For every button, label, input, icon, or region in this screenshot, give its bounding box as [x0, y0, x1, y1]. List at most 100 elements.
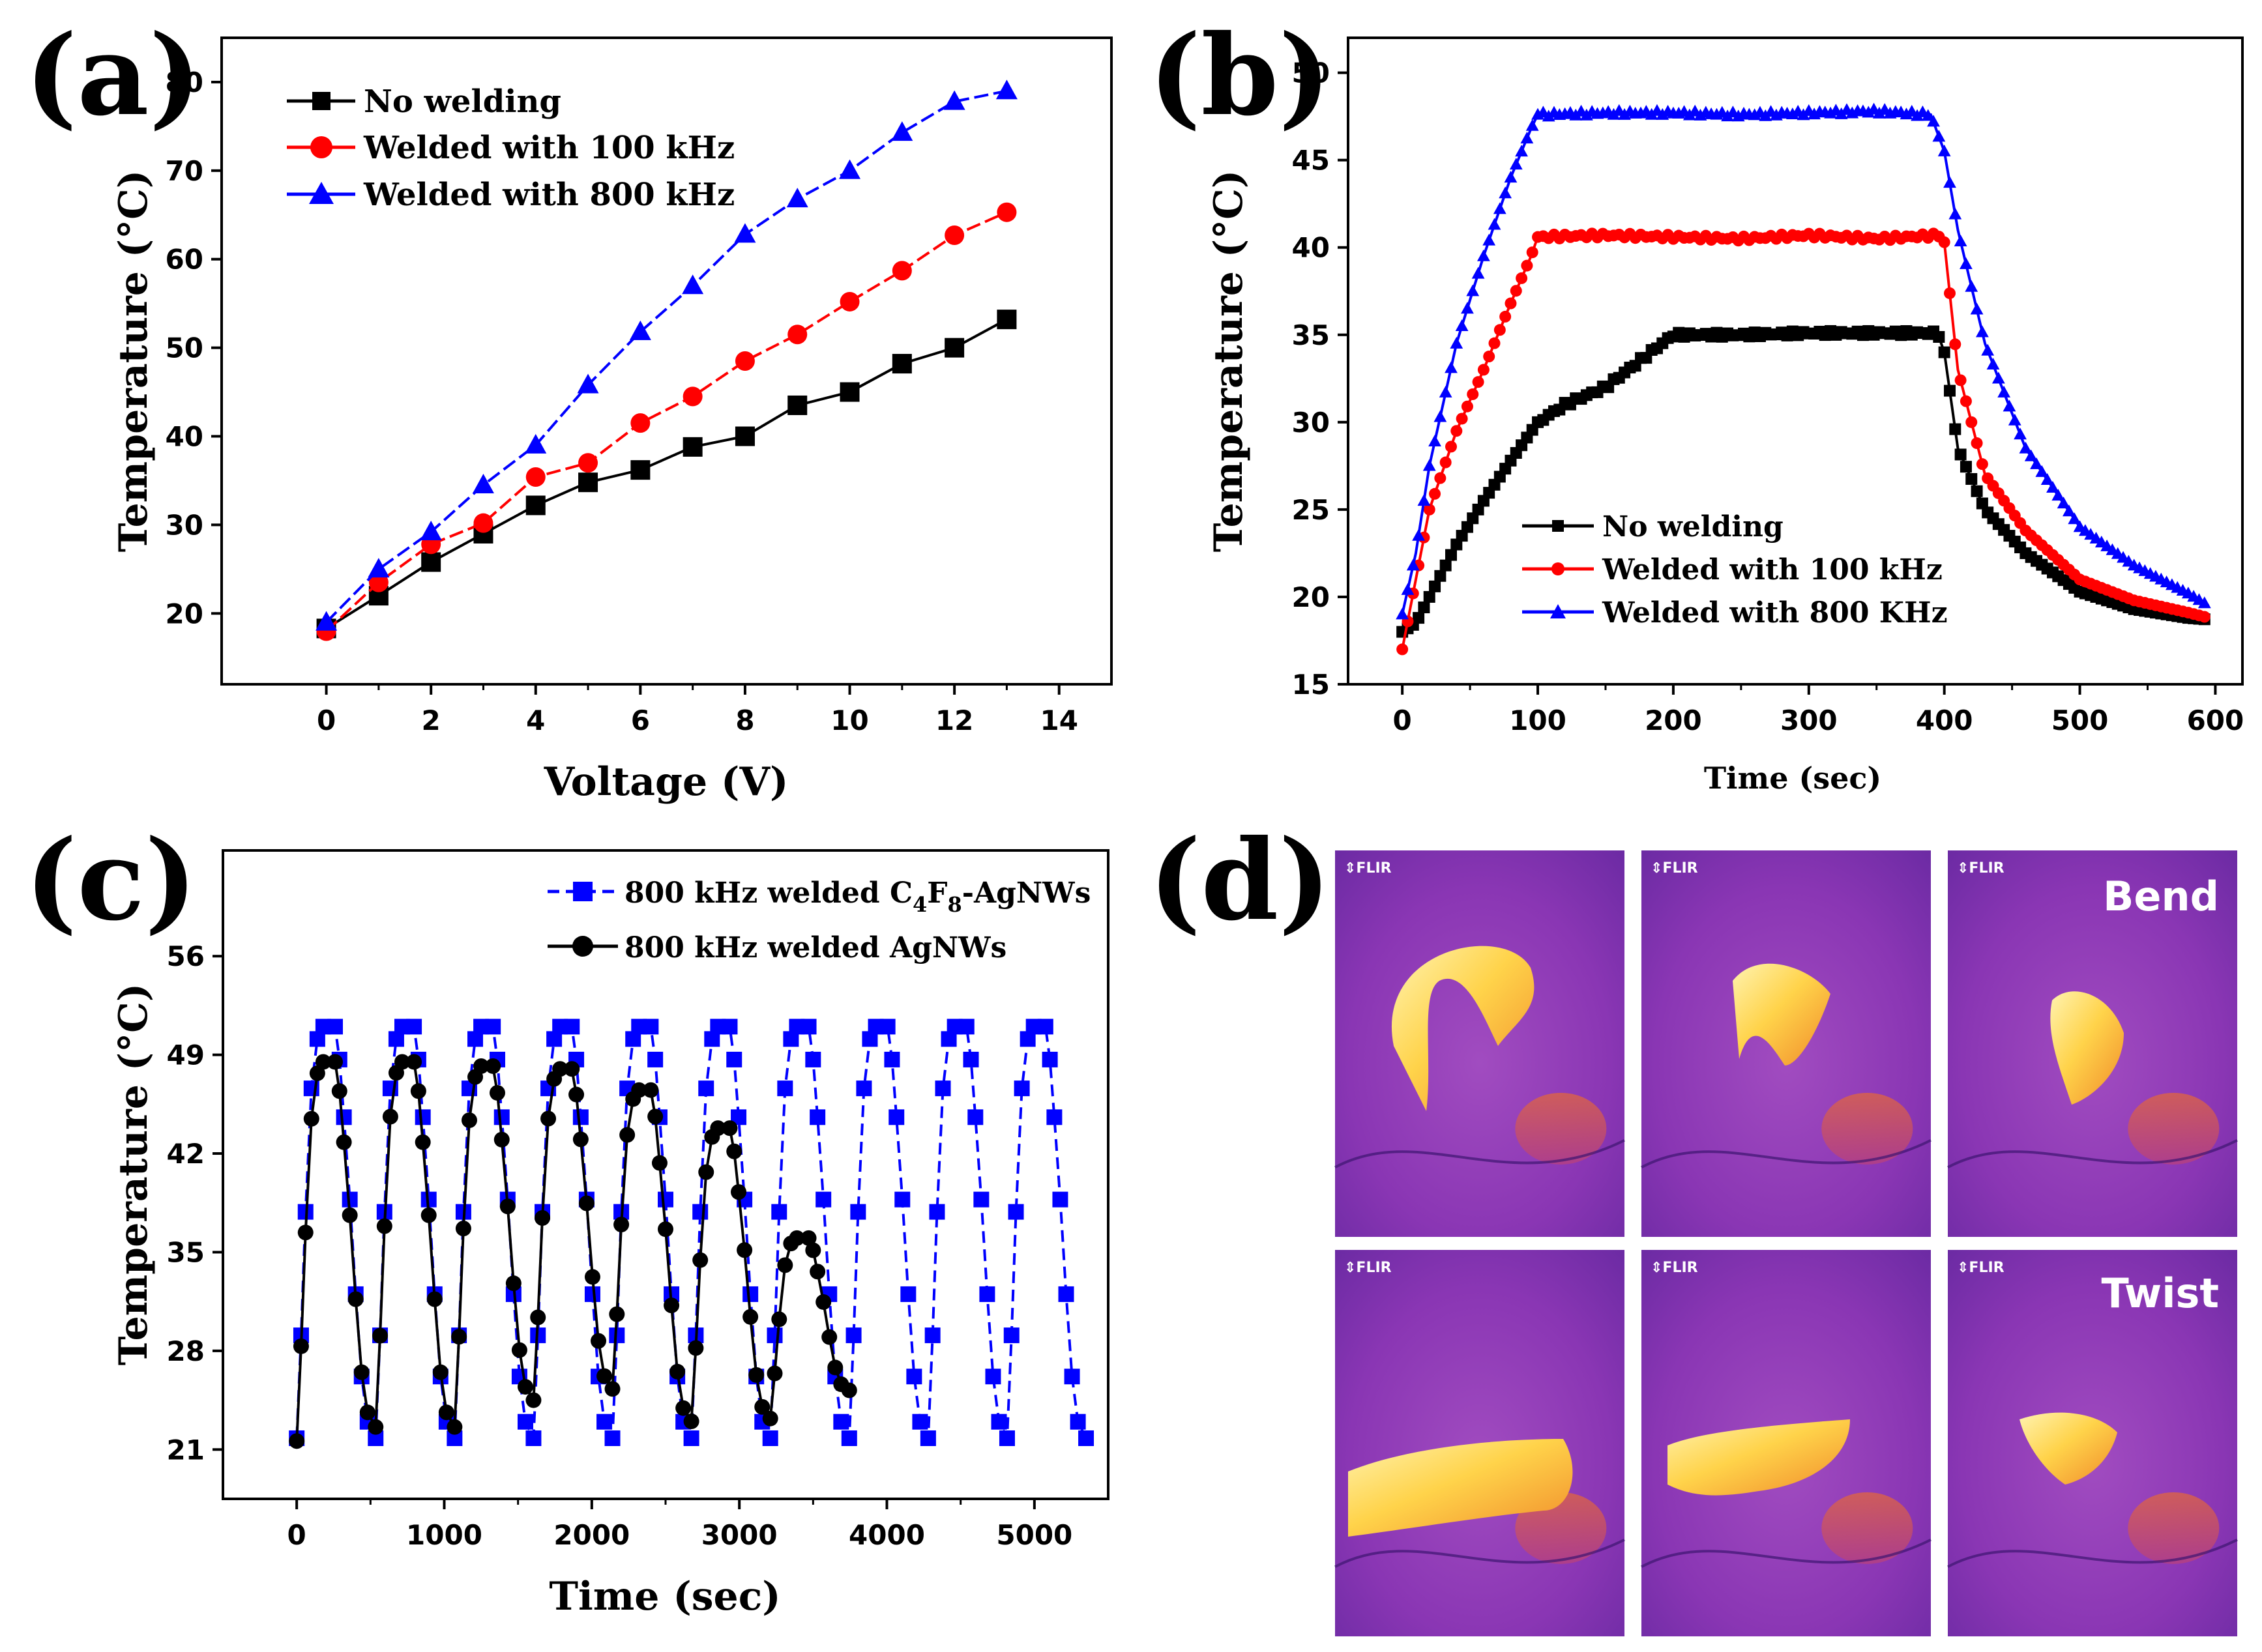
data-point	[726, 1051, 742, 1067]
data-point	[1607, 108, 1621, 120]
data-point	[839, 159, 861, 179]
thermal-wire	[1641, 1138, 1932, 1169]
y-tick-label: 20	[166, 598, 203, 630]
data-point	[1949, 423, 1961, 435]
data-point	[1976, 458, 1988, 471]
data-point	[827, 1359, 844, 1376]
data-point	[735, 351, 755, 371]
data-point	[1932, 130, 1946, 142]
data-point	[1429, 487, 1441, 500]
data-point	[303, 1110, 319, 1127]
legend-c-label-1-sub1: 4	[913, 892, 927, 917]
data-point	[1423, 503, 1435, 515]
thermal-hot-region	[1667, 1419, 1850, 1496]
data-point	[810, 1109, 826, 1125]
data-point	[1954, 374, 1967, 386]
x-tick-label: 6	[631, 704, 650, 736]
bend-label: Bend	[2103, 873, 2219, 920]
y-tick-label: 49	[167, 1039, 205, 1071]
y-tick-label: 70	[166, 155, 203, 187]
data-point	[995, 80, 1018, 100]
data-point	[525, 467, 546, 487]
data-point	[889, 1109, 905, 1125]
data-point	[1986, 358, 2000, 370]
y-tick-label: 30	[1292, 407, 1330, 439]
data-point	[372, 1327, 389, 1344]
data-point	[1052, 1191, 1068, 1208]
data-point	[879, 1019, 896, 1035]
data-point	[669, 1363, 686, 1380]
thermal-warm-spot	[2128, 1492, 2220, 1564]
data-point	[1429, 580, 1441, 592]
data-point	[1433, 410, 1447, 422]
data-point	[997, 202, 1017, 222]
data-point	[2024, 449, 2038, 461]
data-point	[1938, 236, 1950, 248]
data-point	[1439, 456, 1452, 469]
data-point	[564, 1061, 580, 1077]
data-point	[833, 1413, 849, 1430]
data-point	[979, 1286, 995, 1302]
data-point	[2051, 489, 2065, 501]
data-point	[1014, 1080, 1030, 1097]
chart-a-ticks: 0 2 4 6 8 10 12 14 20 30 40 50 60 70 80	[166, 66, 1078, 736]
y-tick-label: 20	[1292, 581, 1330, 613]
data-point	[1450, 336, 1463, 349]
x-tick-label: 0	[317, 704, 336, 736]
data-point	[596, 1413, 613, 1430]
data-point	[856, 1080, 872, 1097]
data-point	[815, 1191, 832, 1208]
data-point	[331, 1083, 347, 1099]
x-tick-label: 4	[526, 704, 545, 736]
panel-letter-c: (c)	[25, 815, 197, 946]
data-point	[1911, 109, 1924, 121]
data-point	[1976, 497, 1988, 510]
data-point	[692, 1252, 709, 1268]
chart-b: 0 100 200 300 400 500 600 15 20 25 30 35 40 45 50 Time…	[1206, 36, 2244, 796]
data-point	[1965, 416, 1978, 428]
data-point	[564, 1019, 580, 1035]
thermal-hot-region	[2020, 1412, 2117, 1485]
data-point	[762, 1410, 778, 1427]
data-point	[786, 188, 808, 208]
legend-b-item-3: Welded with 800 KHz	[1522, 596, 1948, 630]
twist-label: Twist	[2101, 1269, 2219, 1317]
data-point	[517, 1379, 533, 1395]
x-tick-label: 2000	[553, 1519, 630, 1551]
data-point	[406, 1019, 422, 1035]
data-point	[376, 1218, 392, 1234]
data-point	[912, 1413, 928, 1430]
data-point	[777, 1257, 793, 1273]
data-point	[1064, 1369, 1080, 1385]
data-point	[1396, 643, 1409, 656]
data-point	[1439, 559, 1452, 572]
data-point	[368, 572, 389, 592]
data-point	[578, 1195, 595, 1211]
thermal-hot-region	[1733, 963, 1830, 1065]
chart-a: 0 2 4 6 8 10 12 14 20 30 40 50 60 70 80 Voltage (V) Te…	[111, 36, 1113, 805]
data-point	[1488, 218, 1501, 230]
flir-logo: ⇕FLIR	[1344, 860, 1392, 877]
data-point	[1949, 338, 1961, 351]
legend-c-label-2: 800 kHz welded AgNWs	[624, 931, 1006, 964]
data-point	[289, 1433, 305, 1449]
data-point	[473, 1058, 490, 1074]
chart-a-series	[316, 80, 1018, 641]
data-point	[1466, 284, 1480, 297]
thermal-wire	[1947, 1538, 2238, 1569]
flir-logo: ⇕FLIR	[1651, 860, 1698, 877]
data-point	[710, 1120, 726, 1137]
data-point	[426, 1291, 443, 1307]
y-tick-label: 50	[166, 332, 203, 364]
thermal-wire	[1947, 1138, 2238, 1169]
data-point	[1070, 1413, 1086, 1430]
legend-a-label-3: Welded with 800 kHz	[363, 177, 735, 213]
thermal-image-2-1: ⇕FLIR	[1334, 1250, 1625, 1636]
x-tick-label: 5000	[996, 1519, 1072, 1551]
data-point	[734, 223, 756, 243]
flir-logo: ⇕FLIR	[1957, 1260, 2005, 1276]
y-tick-label: 35	[1292, 319, 1330, 351]
data-point	[805, 1051, 821, 1067]
data-point	[1509, 158, 1523, 170]
x-tick-label: 4000	[849, 1519, 925, 1551]
